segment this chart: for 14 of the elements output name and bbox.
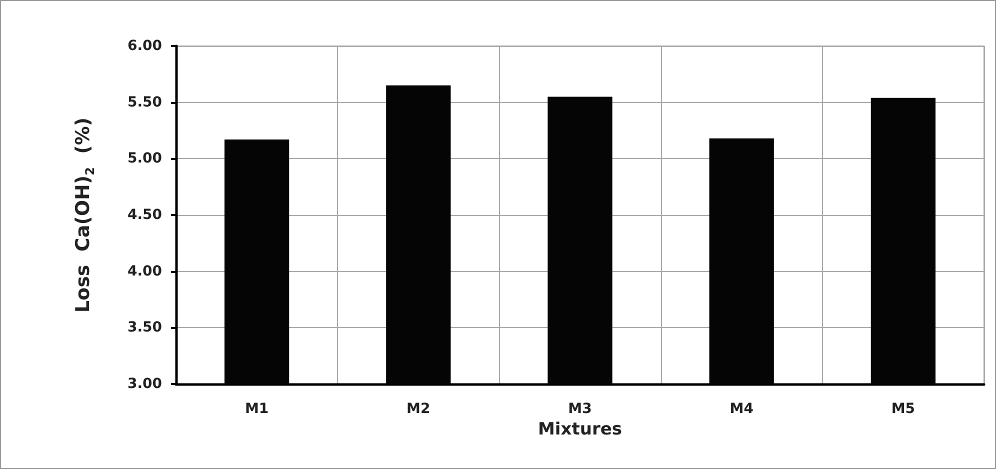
y-tick-label: 4.00 (127, 263, 162, 280)
y-tick-label: 3.00 (127, 376, 162, 392)
x-tick-label: M4 (730, 401, 754, 417)
y-tick-label: 5.00 (127, 150, 162, 167)
x-tick-label: M3 (568, 401, 592, 417)
y-axis-title: Loss Ca(OH)2 (%) (72, 117, 97, 313)
y-tick-label: 4.50 (127, 207, 162, 223)
x-tick-label: M2 (406, 401, 430, 417)
x-tick-label: M1 (244, 401, 269, 417)
y-tick-label: 5.50 (127, 94, 162, 110)
x-axis-title: Mixtures (538, 419, 622, 440)
y-tick-label: 6.00 (127, 38, 162, 54)
y-tick-label: 3.50 (127, 320, 162, 336)
x-tick-label: M5 (891, 401, 916, 417)
